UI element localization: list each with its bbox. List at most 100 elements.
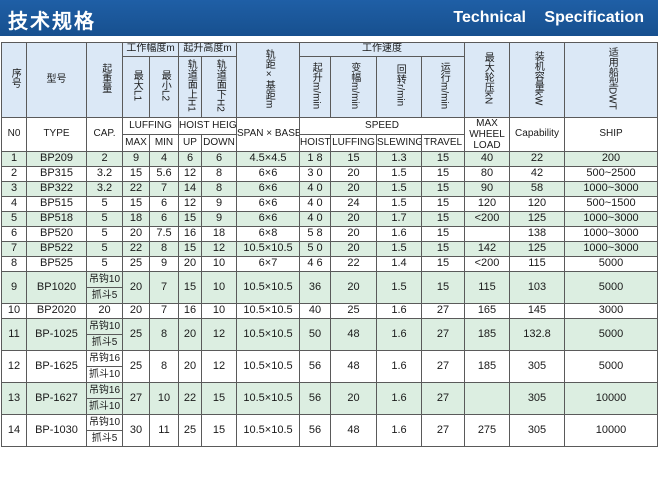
header-en-up: UP — [178, 134, 202, 152]
title-chinese: 技术规格 — [8, 9, 96, 33]
cell-max: 27 — [122, 382, 150, 415]
cell-cap-hook: 吊钩16 — [87, 384, 122, 399]
cell-up: 15 — [178, 271, 202, 304]
cell-up: 6 — [178, 151, 202, 167]
cell-span: 6×6 — [236, 211, 300, 227]
cell-span: 10.5×10.5 — [236, 350, 300, 383]
header-cn-hoist: 起升m/min — [299, 56, 331, 118]
cell-max: 25 — [122, 318, 150, 351]
cell-cap: 吊钩10 抓斗5 — [86, 414, 123, 447]
cell-slewing: 1.4 — [376, 256, 422, 272]
cell-luffing: 22 — [330, 256, 377, 272]
cell-hoist: 56 — [299, 350, 331, 383]
cell-up: 12 — [178, 196, 202, 212]
cell-no: 11 — [1, 318, 27, 351]
header-cn-min: 最小L2 — [149, 56, 179, 118]
cell-wheel: 40 — [464, 151, 510, 167]
cell-slewing: 1.6 — [376, 226, 422, 242]
cell-span: 10.5×10.5 — [236, 241, 300, 257]
cell-luffing: 20 — [330, 211, 377, 227]
cell-travel: 27 — [421, 382, 465, 415]
cell-capability: 305 — [509, 414, 565, 447]
cell-capability: 138 — [509, 226, 565, 242]
header-en-travel: TRAVEL — [421, 134, 465, 152]
cell-cap-hook: 吊钩10 — [87, 320, 122, 335]
cell-slewing: 1.6 — [376, 318, 422, 351]
cell-capability: 125 — [509, 241, 565, 257]
header-cn-speed-group: 工作速度 — [299, 42, 465, 57]
header-en-wheel: MAX WHEEL LOAD — [464, 117, 510, 152]
cell-ship: 500~2500 — [564, 166, 658, 182]
spec-table: 序号 型号 起重量 工作幅度m 起升高度m 轨距×基距m 工作速度 最大轮压kN… — [1, 42, 658, 447]
cell-down: 10 — [201, 256, 237, 272]
cell-cap: 吊钩10 抓斗5 — [86, 318, 123, 351]
cell-span: 10.5×10.5 — [236, 382, 300, 415]
cell-travel: 15 — [421, 211, 465, 227]
cell-ship: 1000~3000 — [564, 211, 658, 227]
cell-wheel: 115 — [464, 271, 510, 304]
header-en-luffing-group: LUFFING — [122, 117, 179, 135]
cell-type: BP522 — [26, 241, 87, 257]
cell-up: 20 — [178, 318, 202, 351]
cell-no: 13 — [1, 382, 27, 415]
table-row: 12 BP-1625 吊钩16 抓斗10 25 8 20 12 10.5×10.5 56 48 1.6… — [1, 350, 658, 383]
header-cn-down: 轨道面下H2 — [201, 56, 237, 118]
cell-slewing: 1.7 — [376, 211, 422, 227]
cell-slewing: 1.5 — [376, 241, 422, 257]
cell-wheel: 80 — [464, 166, 510, 182]
cell-luffing: 48 — [330, 414, 377, 447]
cell-cap: 吊钩16 抓斗10 — [86, 382, 123, 415]
cell-down: 10 — [201, 271, 237, 304]
header-cn-cap: 起重量 — [86, 42, 123, 118]
cell-up: 12 — [178, 166, 202, 182]
cell-hoist: 4 0 — [299, 211, 331, 227]
table-row: 7 BP522 5 22 8 15 12 10.5×10.5 5 0 20 1.5 15 142 125 1… — [1, 241, 658, 257]
header-en-speed-group: SPEED — [299, 117, 465, 135]
header-cn-slewing: 回转r/min — [376, 56, 422, 118]
cell-down: 8 — [201, 181, 237, 197]
cell-travel: 27 — [421, 414, 465, 447]
cell-max: 15 — [122, 166, 150, 182]
cell-max: 25 — [122, 256, 150, 272]
cell-type: BP-1625 — [26, 350, 87, 383]
cell-wheel: 120 — [464, 196, 510, 212]
table-row: 11 BP-1025 吊钩10 抓斗5 25 8 20 12 10.5×10.5 50 48 1.6 2… — [1, 318, 658, 351]
header-en-hoist: HOIST — [299, 134, 331, 152]
cell-slewing: 1.6 — [376, 350, 422, 383]
cell-min: 7.5 — [149, 226, 179, 242]
cell-wheel: 90 — [464, 181, 510, 197]
cell-wheel: <200 — [464, 211, 510, 227]
cell-wheel: 185 — [464, 350, 510, 383]
cell-luffing: 20 — [330, 226, 377, 242]
cell-wheel — [464, 226, 510, 242]
title-bar: 技术规格 Technical Specification — [0, 0, 658, 36]
cell-type: BP515 — [26, 196, 87, 212]
cell-ship: 1000~3000 — [564, 181, 658, 197]
cell-capability: 22 — [509, 151, 565, 167]
cell-no: 6 — [1, 226, 27, 242]
cell-travel: 15 — [421, 271, 465, 304]
cell-travel: 15 — [421, 226, 465, 242]
cell-no: 10 — [1, 303, 27, 319]
cell-span: 4.5×4.5 — [236, 151, 300, 167]
cell-cap: 5 — [86, 256, 123, 272]
cell-capability: 58 — [509, 181, 565, 197]
cell-ship: 5000 — [564, 256, 658, 272]
header-cn-capability: 装机容量kW — [509, 42, 565, 118]
cell-min: 8 — [149, 318, 179, 351]
header-cn-travel: 运行m/min — [421, 56, 465, 118]
cell-travel: 27 — [421, 350, 465, 383]
cell-capability: 305 — [509, 350, 565, 383]
cell-luffing: 48 — [330, 350, 377, 383]
cell-span: 10.5×10.5 — [236, 414, 300, 447]
cell-up: 20 — [178, 350, 202, 383]
header-cn-type: 型号 — [26, 42, 87, 118]
cell-cap-hook: 吊钩10 — [87, 273, 122, 288]
cell-capability: 145 — [509, 303, 565, 319]
cell-down: 10 — [201, 303, 237, 319]
cell-span: 6×6 — [236, 181, 300, 197]
cell-type: BP315 — [26, 166, 87, 182]
cell-up: 22 — [178, 382, 202, 415]
cell-down: 18 — [201, 226, 237, 242]
cell-type: BP2020 — [26, 303, 87, 319]
